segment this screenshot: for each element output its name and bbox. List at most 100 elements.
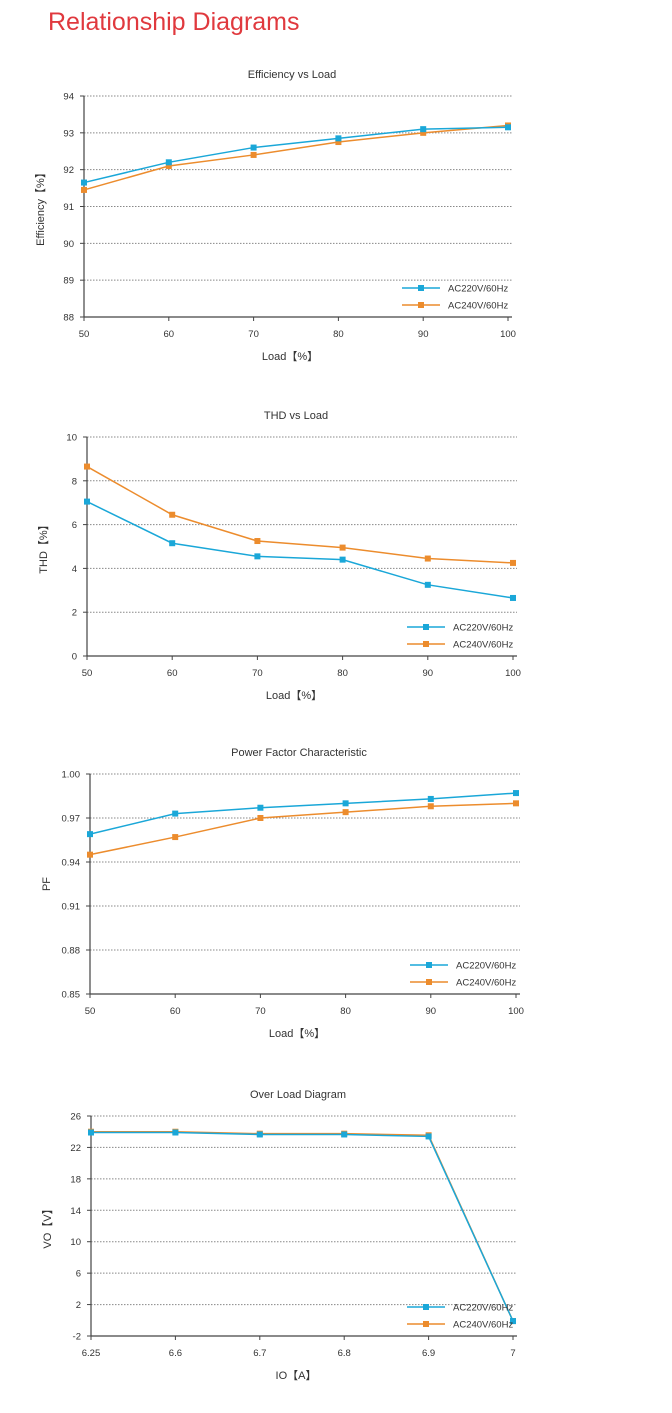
y-tick-label: 91 (63, 202, 74, 213)
legend-label: AC220V/60Hz (453, 623, 513, 634)
data-point (427, 803, 434, 810)
x-tick-label: 6.6 (169, 1348, 182, 1359)
x-tick-label: 60 (170, 1006, 181, 1017)
power-factor-chart: Power Factor Characteristic 0.85 0.88 0.91 0… (41, 747, 524, 1040)
data-point (513, 790, 519, 797)
legend-label: AC220V/60Hz (448, 284, 508, 295)
data-point (169, 511, 176, 518)
x-tick-label: 100 (505, 668, 521, 679)
x-tick-label: 50 (79, 329, 90, 340)
x-tick-label: 80 (337, 668, 348, 679)
y-tick-label: 26 (70, 1112, 81, 1123)
data-point (257, 804, 264, 811)
series-line (83, 124, 509, 191)
y-tick-label: 22 (70, 1143, 81, 1154)
data-point (510, 1318, 516, 1325)
y-tick-label: 14 (70, 1206, 81, 1217)
y-tick-label: 4 (72, 564, 77, 575)
data-point (425, 1133, 432, 1140)
legend-swatch-marker (426, 962, 432, 968)
y-axis-label: Efficiency【%】 (34, 167, 47, 246)
data-point (84, 498, 90, 505)
data-point (81, 179, 87, 186)
chart-title: THD vs Load (264, 410, 328, 422)
x-tick-label: 90 (423, 668, 434, 679)
legend-label: AC240V/60Hz (448, 301, 508, 312)
data-point (341, 1131, 348, 1138)
x-axis-label: Load【%】 (266, 689, 322, 702)
data-point (250, 144, 257, 151)
data-point (81, 186, 87, 193)
legend-swatch-marker (418, 302, 424, 308)
data-point (342, 800, 349, 807)
x-tick-label: 70 (248, 329, 259, 340)
y-tick-label: 18 (70, 1174, 81, 1185)
legend-swatch-marker (423, 641, 429, 647)
y-tick-label: 92 (63, 165, 74, 176)
y-tick-label: 93 (63, 128, 74, 139)
y-tick-label: 89 (63, 276, 74, 287)
data-point (84, 463, 90, 470)
x-axis-label: Load【%】 (262, 350, 318, 363)
data-point (339, 544, 346, 551)
x-tick-label: 70 (252, 668, 263, 679)
data-point (87, 851, 93, 858)
y-tick-label: 1.00 (62, 770, 81, 781)
y-axis-label: THD【%】 (37, 519, 50, 573)
y-tick-label: 0 (72, 652, 77, 663)
x-tick-label: 50 (82, 668, 93, 679)
legend-swatch-marker (426, 979, 432, 985)
y-tick-label: 88 (63, 313, 74, 324)
data-point (505, 124, 511, 131)
y-tick-label: 0.97 (62, 814, 81, 825)
y-axis-label: PF (41, 877, 53, 891)
y-tick-label: 10 (70, 1237, 81, 1248)
data-point (342, 809, 349, 816)
x-tick-label: 100 (508, 1006, 524, 1017)
data-point (339, 556, 346, 563)
x-tick-label: 7 (510, 1348, 515, 1359)
x-axis-label: Load【%】 (269, 1027, 325, 1040)
x-tick-label: 6.25 (82, 1348, 101, 1359)
y-tick-label: 0.88 (62, 946, 81, 957)
data-point (87, 831, 93, 838)
x-tick-label: 90 (426, 1006, 437, 1017)
data-point (250, 151, 257, 158)
y-tick-label: 10 (66, 433, 77, 444)
legend-swatch-marker (423, 1304, 429, 1310)
x-tick-label: 60 (167, 668, 178, 679)
efficiency-chart: Efficiency vs Load 88 89 90 91 92 93 94 50 60 70 80… (34, 69, 516, 363)
data-point (335, 135, 342, 142)
data-point (88, 1129, 94, 1136)
legend-label: AC240V/60Hz (453, 1320, 513, 1331)
data-point (165, 162, 172, 169)
legend-label: AC240V/60Hz (453, 640, 513, 651)
data-point (510, 594, 516, 601)
x-tick-label: 6.7 (253, 1348, 266, 1359)
data-point (257, 815, 264, 821)
y-tick-label: 90 (63, 239, 74, 250)
legend-swatch-marker (423, 1321, 429, 1327)
x-tick-label: 80 (333, 329, 344, 340)
data-point (510, 559, 516, 566)
x-tick-label: 80 (340, 1006, 351, 1017)
y-tick-label: 8 (72, 476, 77, 487)
series-line (83, 126, 509, 184)
x-tick-label: 50 (85, 1006, 96, 1017)
y-tick-label: 0.94 (62, 858, 81, 869)
series-line (89, 802, 517, 856)
y-tick-label: 2 (76, 1300, 81, 1311)
data-point (165, 159, 172, 166)
x-tick-label: 60 (164, 329, 175, 340)
data-point (424, 581, 431, 588)
data-point (256, 1131, 263, 1138)
data-point (420, 126, 427, 133)
legend-label: AC240V/60Hz (456, 978, 516, 989)
data-point (427, 795, 434, 802)
data-point (420, 129, 427, 136)
y-tick-label: 0.91 (62, 902, 81, 913)
chart-title: Power Factor Characteristic (231, 747, 367, 759)
page-title: Relationship Diagrams (48, 8, 300, 36)
x-axis-label: IO【A】 (276, 1369, 317, 1382)
